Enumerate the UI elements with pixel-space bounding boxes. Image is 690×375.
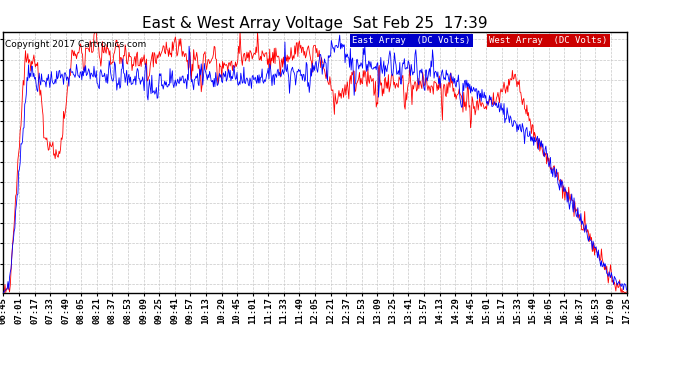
Text: Copyright 2017 Cartronics.com: Copyright 2017 Cartronics.com	[5, 40, 146, 49]
Text: East Array  (DC Volts): East Array (DC Volts)	[353, 36, 471, 45]
Title: East & West Array Voltage  Sat Feb 25  17:39: East & West Array Voltage Sat Feb 25 17:…	[142, 16, 488, 31]
Text: West Array  (DC Volts): West Array (DC Volts)	[489, 36, 608, 45]
